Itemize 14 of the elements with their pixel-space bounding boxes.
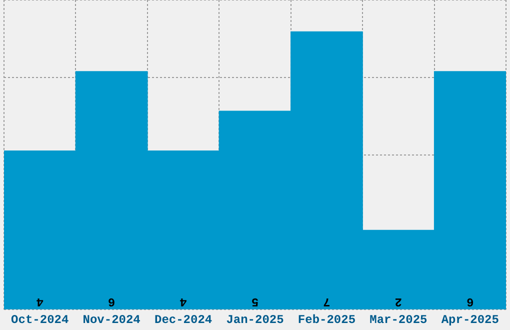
data-label: 4	[180, 294, 187, 309]
data-label: 7	[323, 294, 330, 309]
data-label: 5	[251, 294, 259, 309]
x-tick-label: Oct-2024	[11, 312, 69, 327]
data-label: 4	[36, 294, 44, 309]
data-label: 6	[466, 294, 474, 309]
x-tick-label: Dec-2024	[154, 312, 212, 327]
x-tick-label: Apr-2025	[441, 312, 499, 327]
x-tick-label: Mar-2025	[370, 312, 428, 327]
x-tick-label: Feb-2025	[298, 312, 356, 327]
data-label: 2	[394, 294, 402, 309]
x-tick-label: Jan-2025	[226, 312, 284, 327]
data-label: 6	[108, 294, 116, 309]
x-tick-label: Nov-2024	[82, 312, 140, 327]
